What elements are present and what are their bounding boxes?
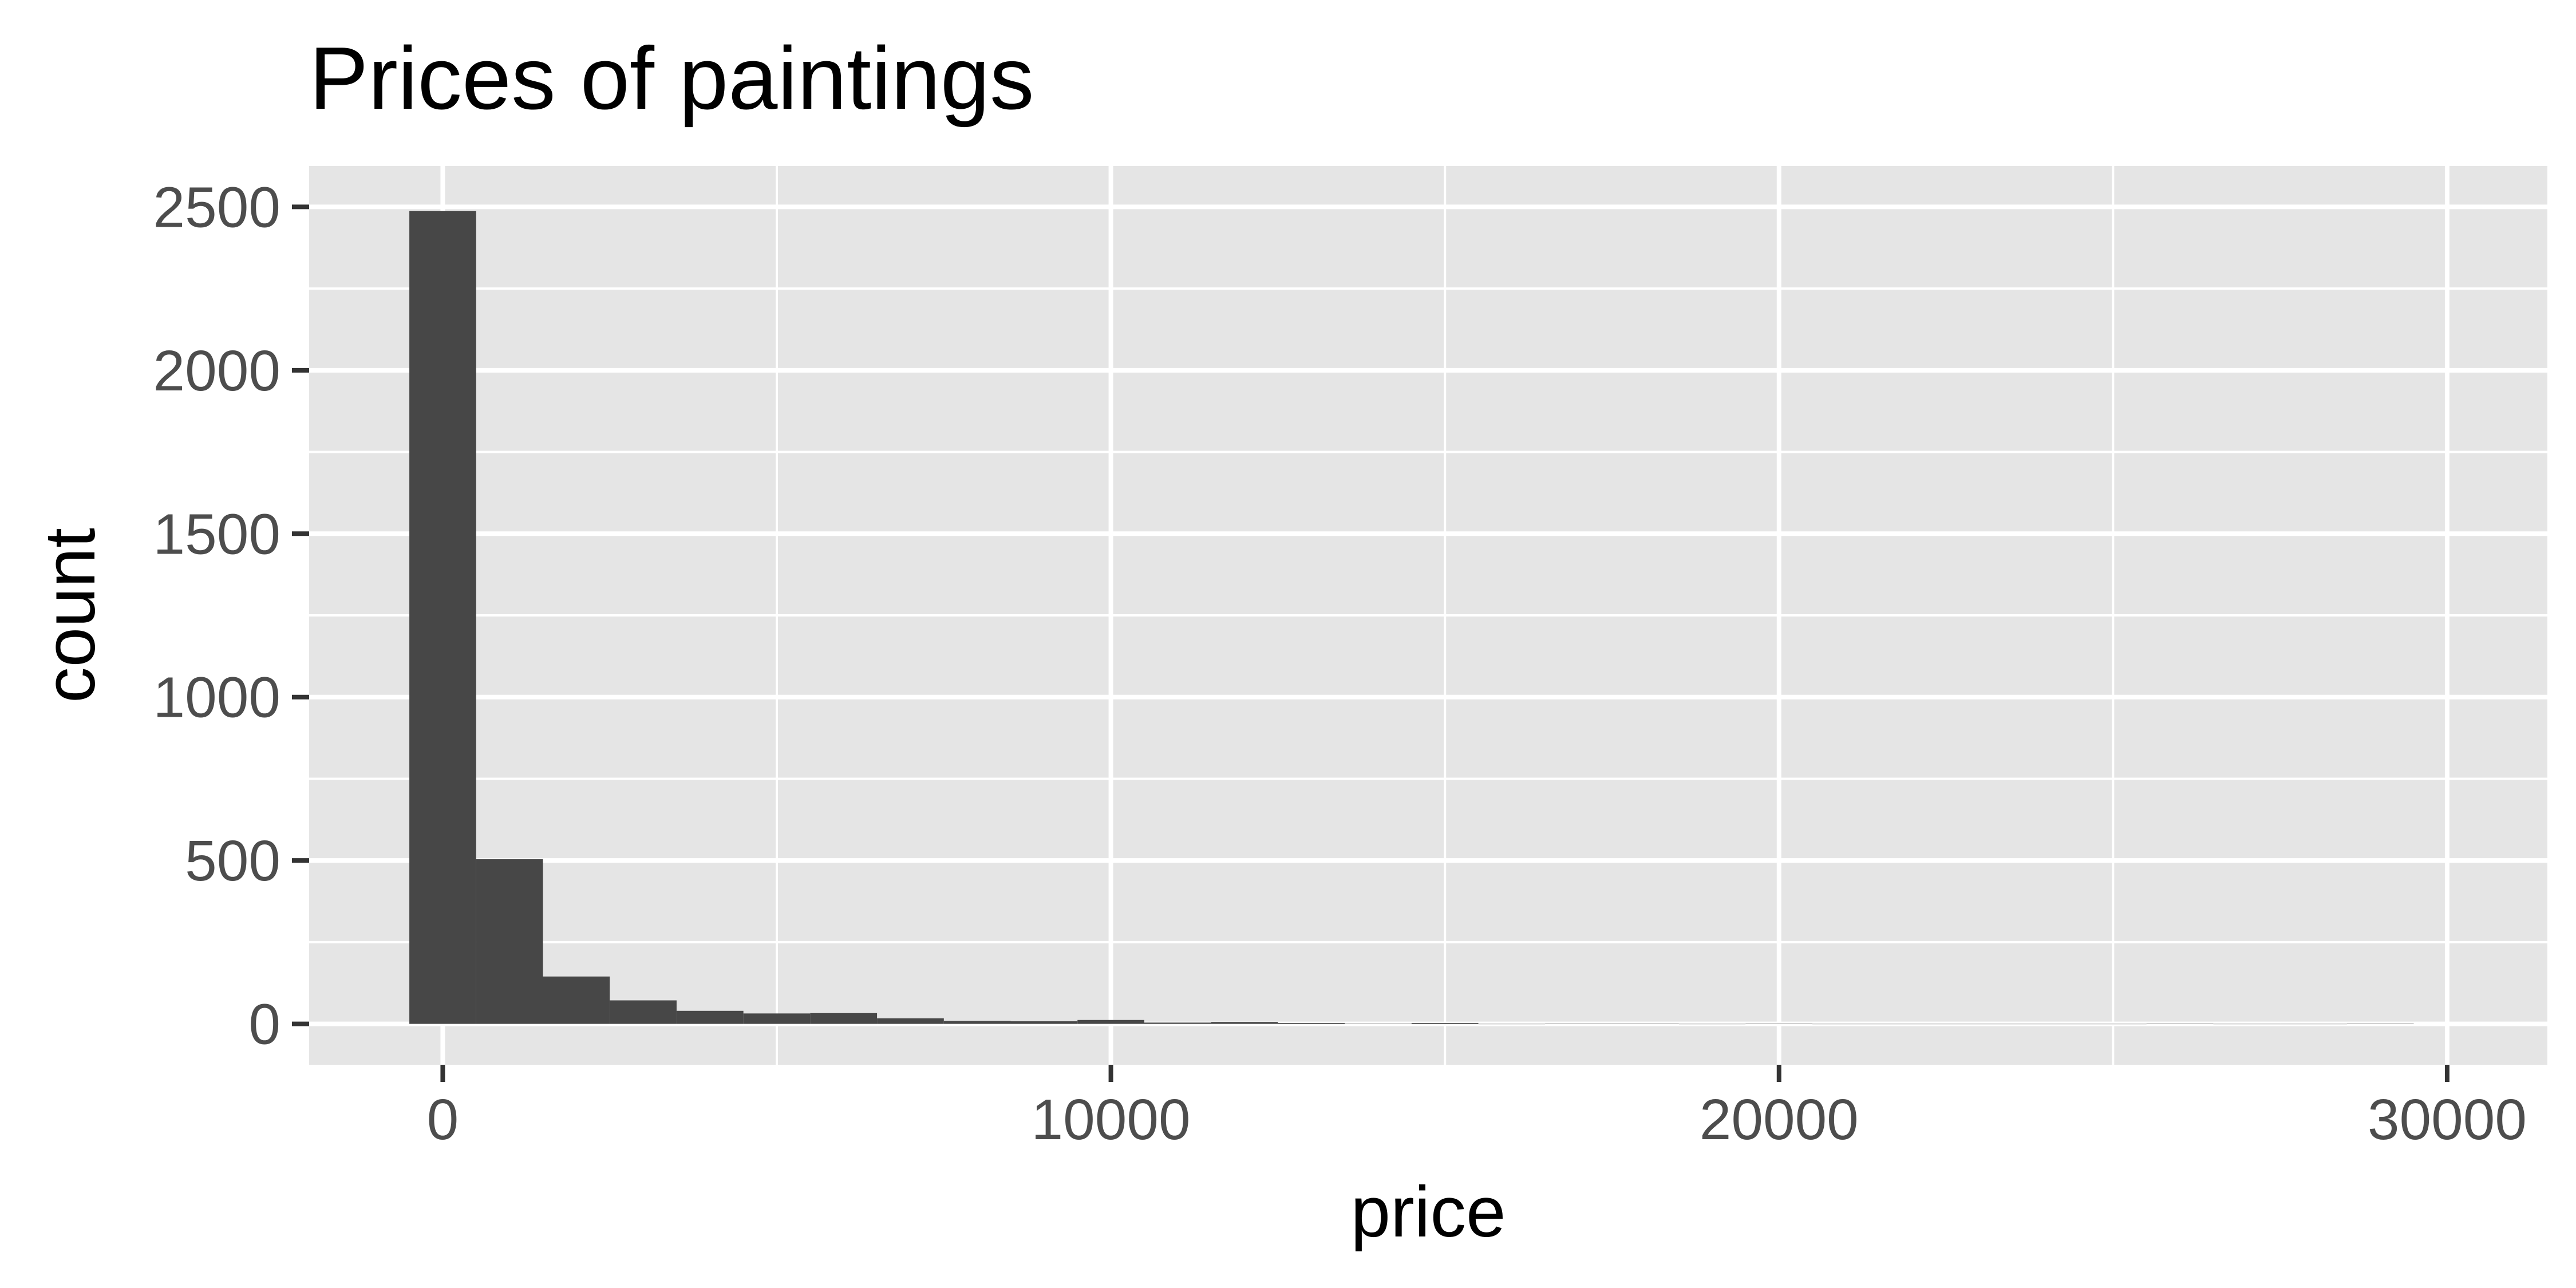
- chart-title: Prices of paintings: [309, 29, 1034, 128]
- histogram-bar: [2079, 1024, 2147, 1025]
- y-tick-label: 1500: [153, 502, 280, 566]
- x-tick-label: 0: [427, 1088, 459, 1152]
- histogram-bar: [2213, 1024, 2281, 1025]
- histogram-bar: [476, 859, 543, 1024]
- histogram-bars: [409, 211, 2414, 1025]
- y-tick-label: 2500: [153, 175, 280, 239]
- histogram-bar: [877, 1018, 944, 1024]
- histogram-bar: [743, 1013, 811, 1024]
- histogram-bar: [1010, 1021, 1078, 1024]
- y-tick-label: 2000: [153, 339, 280, 403]
- histogram-bar: [1946, 1024, 2013, 1025]
- x-axis-title: price: [1351, 1172, 1506, 1252]
- histogram-bar: [1278, 1022, 1345, 1024]
- histogram-bar: [1478, 1024, 1546, 1025]
- y-tick-label: 500: [185, 829, 280, 893]
- x-tick-label: 10000: [1032, 1088, 1191, 1152]
- y-tick-label: 0: [248, 993, 280, 1057]
- x-tick-label: 30000: [2368, 1088, 2527, 1152]
- histogram-bar: [610, 1000, 677, 1024]
- histogram-bar: [543, 976, 610, 1024]
- histogram-bar: [1879, 1024, 1946, 1025]
- histogram-bar: [943, 1021, 1011, 1024]
- histogram-bar: [1211, 1022, 1278, 1024]
- x-axis: 0 10000 20000 30000: [427, 1065, 2527, 1152]
- x-tick-label: 20000: [1700, 1088, 1859, 1152]
- histogram-bar: [1411, 1022, 1479, 1024]
- histogram-bar: [1812, 1024, 1879, 1025]
- y-axis-title: count: [30, 528, 110, 703]
- histogram-bar: [2280, 1024, 2347, 1025]
- histogram-bar: [676, 1010, 744, 1024]
- histogram-bar: [1678, 1024, 1746, 1025]
- histogram-bar: [2013, 1024, 2080, 1025]
- histogram-bar: [810, 1013, 878, 1024]
- y-axis: 0 500 1000 1500 2000 2500: [153, 175, 309, 1057]
- y-tick-label: 1000: [153, 666, 280, 730]
- histogram-bar: [409, 211, 476, 1024]
- histogram-bar: [1144, 1022, 1211, 1024]
- histogram-bar: [1077, 1020, 1144, 1024]
